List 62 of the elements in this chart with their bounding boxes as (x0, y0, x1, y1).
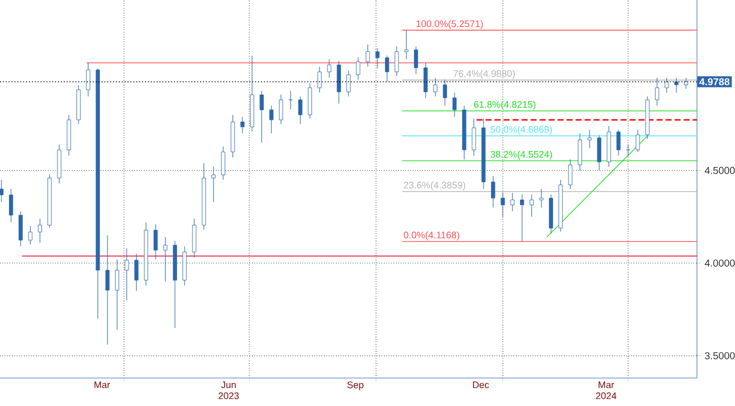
candlestick (539, 188, 544, 208)
candlestick (221, 146, 226, 180)
candlestick (433, 78, 438, 97)
candlestick (105, 235, 110, 345)
candlestick (124, 248, 129, 300)
x-tick-label: Jun 2023 (218, 382, 239, 400)
candlestick (500, 192, 505, 218)
candlestick (38, 218, 42, 244)
candlestick (260, 90, 264, 143)
candlestick (568, 159, 572, 190)
y-tick-label: 3.5000 (704, 352, 735, 360)
candlestick (154, 224, 158, 260)
candlestick (318, 66, 322, 93)
candlestick (298, 96, 302, 124)
candlestick (636, 129, 640, 152)
ref-line-label: 4.9788 (699, 78, 730, 86)
candlestick (8, 188, 14, 223)
candlestick (211, 166, 216, 202)
series-label: 76.4%(4.9880) (454, 70, 515, 79)
candlestick (684, 78, 688, 90)
candlestick (240, 116, 244, 134)
candlestick (278, 94, 284, 124)
candlestick (385, 55, 390, 82)
candlestick (472, 118, 476, 156)
series-label: 23.6%(4.3859) (404, 182, 466, 190)
candlestick (414, 46, 418, 74)
x-tick-label: Mar 2024 (596, 382, 616, 400)
candlestick (346, 70, 351, 97)
candlestick (491, 176, 496, 208)
y-tick-label: 4.5000 (704, 166, 735, 174)
candlestick (530, 194, 534, 218)
series-label: 50.0%(4.6869) (490, 126, 552, 135)
candlestick (394, 46, 399, 76)
candlestick (616, 129, 621, 156)
series-label: 38.2%(4.5524) (490, 150, 552, 160)
series-label: 61.8%(4.8215) (474, 100, 536, 110)
candlestick (134, 254, 138, 292)
candlestick (356, 57, 360, 80)
candlestick (442, 79, 447, 106)
candlestick (520, 194, 524, 242)
candlestick (0, 179, 4, 202)
candlestick (452, 92, 457, 118)
candlestick (664, 78, 669, 93)
candlestick (115, 259, 120, 330)
candlestick (163, 236, 168, 282)
candlestick (674, 78, 678, 93)
candlestick (375, 48, 380, 69)
candlestick (86, 62, 90, 97)
candlestick (327, 58, 332, 78)
candlestick (510, 192, 514, 212)
series-label: 0.0%(4.1168) (404, 231, 460, 240)
candlestick (269, 105, 274, 134)
x-tick-label: Mar (94, 382, 110, 388)
candlestick (28, 226, 32, 245)
candlestick (404, 30, 408, 60)
candlestick (588, 129, 592, 149)
candlestick (655, 78, 660, 106)
candlestick (366, 44, 370, 67)
x-tick-label: Sep (347, 382, 364, 390)
y-tick-label: 4.0000 (704, 260, 735, 267)
x-tick-label: Dec (473, 382, 489, 388)
series-label: 100.0%(5.2571) (416, 20, 483, 29)
